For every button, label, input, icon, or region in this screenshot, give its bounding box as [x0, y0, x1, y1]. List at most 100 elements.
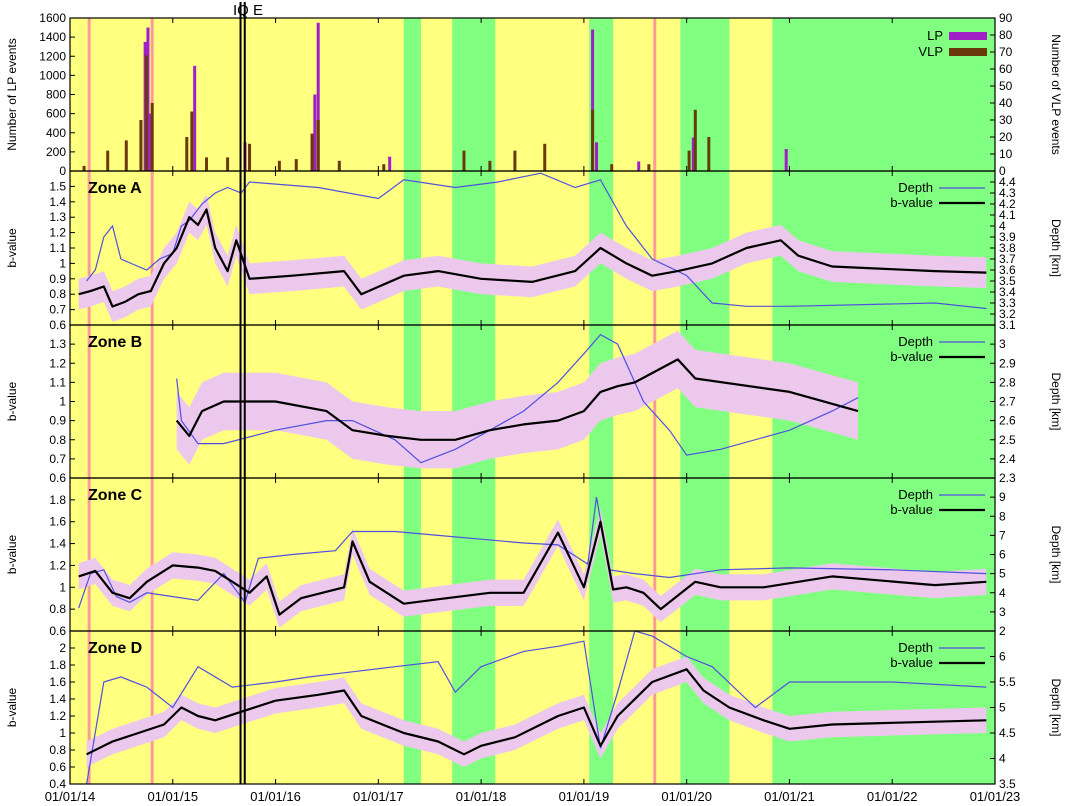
vlp-bar [248, 143, 252, 171]
y-tick-label-right: 3.8 [999, 241, 1016, 255]
b-value-uncertainty-band [176, 330, 858, 469]
y-axis-title-right: Depth [km] [1049, 678, 1063, 736]
iqe-event-label: IQ E [233, 2, 263, 19]
lp-bar [595, 142, 599, 171]
y-tick-label-left: 1.2 [49, 709, 66, 723]
vlp-bar [106, 150, 110, 171]
y-tick-label-right: 2.8 [999, 375, 1016, 389]
green-period [452, 18, 496, 784]
y-tick-label-right: 3 [999, 605, 1006, 619]
zone-title: Zone D [88, 640, 142, 657]
y-tick-label-right: 5 [999, 701, 1006, 715]
b-value-line [78, 520, 987, 616]
y-tick-label-right: 3.6 [999, 263, 1016, 277]
x-tick-label: 01/01/20 [661, 789, 712, 804]
vlp-bar [382, 164, 386, 171]
y-tick-label-right: 3.9 [999, 230, 1016, 244]
y-tick-label-right: 6 [999, 650, 1006, 664]
y-tick-label-right: 3.5 [999, 777, 1016, 791]
y-tick-label-left: 1000 [39, 68, 66, 82]
y-tick-label-right: 9 [999, 490, 1006, 504]
depth-line [86, 630, 987, 785]
x-tick-label: 01/01/17 [353, 789, 404, 804]
y-tick-label-right: 6 [999, 548, 1006, 562]
legend-label: b-value [890, 349, 933, 364]
y-tick-label-left: 0.9 [49, 272, 66, 286]
vlp-bar [190, 111, 194, 171]
vlp-bar [488, 160, 492, 171]
y-tick-label-left: 1.2 [49, 356, 66, 370]
y-axis-title-left: b-value [5, 687, 19, 727]
vlp-bar [543, 143, 547, 171]
vlp-bar [316, 120, 320, 171]
vlp-bar [693, 109, 697, 171]
y-tick-label-right: 4.4 [999, 175, 1016, 189]
y-tick-label-right: 5.5 [999, 675, 1016, 689]
y-tick-label-left: 0.6 [49, 760, 66, 774]
vlp-bar [513, 150, 517, 171]
y-tick-label-right: 20 [999, 130, 1013, 144]
lp-bar [691, 137, 695, 171]
y-tick-label-right: 2.5 [999, 433, 1016, 447]
vlp-bar [150, 103, 154, 171]
lp-bar [637, 161, 641, 171]
legend-label: Depth [898, 487, 933, 502]
lp-bar [313, 94, 317, 171]
x-tick-label: 01/01/23 [970, 789, 1021, 804]
y-tick-label-right: 3.3 [999, 296, 1016, 310]
vlp-bar [204, 157, 208, 171]
y-tick-label-left: 2 [59, 641, 66, 655]
b-value-uncertainty-band [86, 656, 987, 767]
y-tick-label-right: 0 [999, 164, 1006, 178]
y-tick-label-left: 0.6 [49, 471, 66, 485]
lp-bar [591, 29, 595, 171]
depth-line [78, 496, 987, 609]
y-tick-label-left: 1.4 [49, 537, 66, 551]
vlp-bar [294, 159, 298, 171]
y-tick-label-left: 400 [46, 126, 66, 140]
x-tick-label: 01/01/18 [456, 789, 507, 804]
y-tick-label-right: 2.9 [999, 356, 1016, 370]
y-tick-label-left: 1.3 [49, 337, 66, 351]
y-tick-label-left: 1.5 [49, 179, 66, 193]
vlp-bar [310, 133, 314, 171]
y-tick-label-right: 4 [999, 219, 1006, 233]
y-tick-label-right: 8 [999, 509, 1006, 523]
y-tick-label-right: 3.5 [999, 274, 1016, 288]
vlp-bar [687, 150, 691, 171]
y-tick-label-right: 3.1 [999, 318, 1016, 332]
y-tick-label-right: 80 [999, 28, 1013, 42]
zone-title: Zone C [88, 487, 143, 504]
y-tick-label-left: 1.2 [49, 558, 66, 572]
y-tick-label-right: 2.3 [999, 471, 1016, 485]
vlp-bar [277, 160, 281, 171]
y-tick-label-right: 2.6 [999, 414, 1016, 428]
y-tick-label-right: 3.4 [999, 285, 1016, 299]
y-tick-label-left: 1.3 [49, 210, 66, 224]
y-axis-title-left: b-value [5, 534, 19, 574]
y-tick-label-right: 3.7 [999, 252, 1016, 266]
y-tick-label-right: 4.2 [999, 197, 1016, 211]
vlp-bar [124, 140, 128, 171]
legend-label: Depth [898, 640, 933, 655]
legend-label: Depth [898, 334, 933, 349]
y-tick-label-right: 40 [999, 96, 1013, 110]
legend-label: b-value [890, 502, 933, 517]
vlp-bar [139, 120, 143, 171]
legend-label: b-value [890, 195, 933, 210]
y-tick-label-left: 1400 [39, 30, 66, 44]
y-tick-label-left: 1.1 [49, 375, 66, 389]
vlp-bar [145, 55, 149, 171]
vlp-bar [185, 137, 189, 171]
x-tick-label: 01/01/14 [45, 789, 96, 804]
y-tick-label-left: 600 [46, 107, 66, 121]
y-tick-label-right: 5 [999, 567, 1006, 581]
y-axis-title-left: b-value [5, 228, 19, 268]
x-tick-label: 01/01/16 [250, 789, 301, 804]
y-tick-label-left: 0.7 [49, 452, 66, 466]
y-tick-label-right: 7 [999, 528, 1006, 542]
y-tick-label-left: 0 [59, 164, 66, 178]
y-tick-label-right: 2.7 [999, 395, 1016, 409]
